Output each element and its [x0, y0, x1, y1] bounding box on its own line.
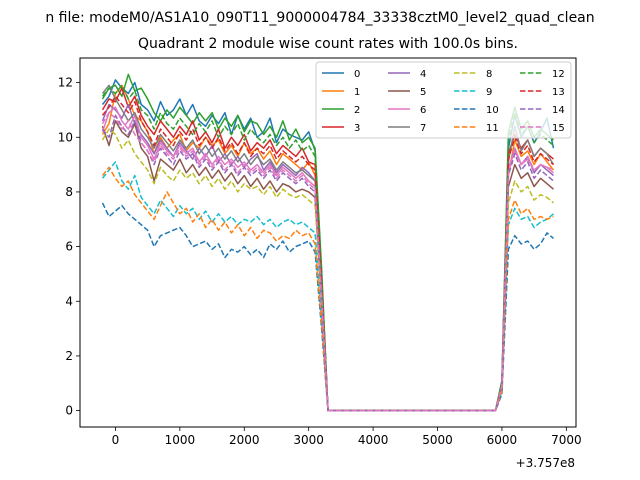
y-tick-label: 4: [65, 294, 73, 308]
y-tick-label: 6: [65, 240, 73, 254]
y-tick-label: 2: [65, 349, 73, 363]
legend-label-3: 3: [354, 123, 360, 134]
legend-label-10: 10: [486, 105, 499, 116]
legend-label-7: 7: [420, 123, 426, 134]
legend-label-4: 4: [420, 69, 426, 80]
series-line-12: [101, 84, 554, 412]
x-tick-label: 4000: [358, 433, 389, 447]
legend-frame: [315, 61, 572, 139]
legend-label-0: 0: [354, 69, 360, 80]
legend-label-14: 14: [552, 105, 565, 116]
legend-label-2: 2: [354, 105, 360, 116]
legend-label-1: 1: [354, 87, 360, 98]
x-tick-label: 6000: [487, 433, 518, 447]
x-tick-label: 0: [112, 433, 120, 447]
legend-label-6: 6: [420, 105, 426, 116]
legend-label-9: 9: [486, 87, 492, 98]
series-layer: [101, 73, 555, 412]
x-tick-label: 1000: [165, 433, 196, 447]
x-tick-label: 5000: [422, 433, 453, 447]
legend-label-8: 8: [486, 69, 492, 80]
x-tick-label: 2000: [229, 433, 260, 447]
x-tick-label: 3000: [293, 433, 324, 447]
y-tick-label: 10: [58, 130, 73, 144]
chart-suptitle: n file: modeM0/AS1A10_090T11_9000004784_…: [45, 10, 594, 26]
series-line-15: [101, 111, 554, 412]
x-tick-label: 7000: [551, 433, 582, 447]
legend-label-12: 12: [552, 69, 565, 80]
chart-title: Quadrant 2 module wise count rates with …: [138, 36, 518, 52]
y-axis: 0 2 4 6 8 10 12: [58, 76, 80, 418]
legend-label-15: 15: [552, 123, 565, 134]
legend-label-5: 5: [420, 87, 426, 98]
x-offset-label: +3.757e8: [516, 456, 575, 470]
plot-frame: [79, 57, 577, 428]
y-tick-label: 8: [65, 185, 73, 199]
y-tick-label: 0: [65, 404, 73, 418]
legend-label-11: 11: [486, 123, 499, 134]
legend-label-13: 13: [552, 87, 565, 98]
y-tick-label: 12: [58, 76, 73, 90]
x-axis: 0 1000 2000 3000 4000 5000 6000 7000: [112, 427, 582, 447]
